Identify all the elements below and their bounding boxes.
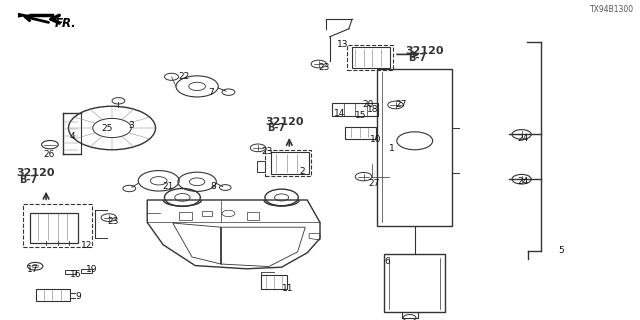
Text: 25: 25 xyxy=(101,124,113,133)
Bar xyxy=(271,152,309,174)
Text: 32120: 32120 xyxy=(406,46,444,56)
Text: 10: 10 xyxy=(370,135,381,144)
Text: 12: 12 xyxy=(81,241,93,250)
Text: 16: 16 xyxy=(70,270,82,279)
Bar xyxy=(65,269,76,275)
Bar xyxy=(257,161,265,172)
Bar xyxy=(261,275,287,289)
Bar xyxy=(332,103,378,116)
Bar xyxy=(385,254,445,312)
Text: 11: 11 xyxy=(282,284,293,293)
Text: 20: 20 xyxy=(362,100,374,109)
Text: B-7: B-7 xyxy=(268,123,285,133)
Text: 24: 24 xyxy=(517,134,529,143)
Bar xyxy=(179,212,192,220)
Bar xyxy=(247,212,259,220)
Text: 3: 3 xyxy=(128,121,134,130)
Text: 7: 7 xyxy=(208,88,214,97)
Text: 27: 27 xyxy=(396,100,407,109)
Text: 19: 19 xyxy=(86,265,98,274)
Text: B-7: B-7 xyxy=(408,52,426,63)
Text: 4: 4 xyxy=(69,132,75,141)
Text: 22: 22 xyxy=(178,72,189,81)
Bar xyxy=(23,204,92,247)
Text: 1: 1 xyxy=(388,144,394,153)
Text: 8: 8 xyxy=(210,182,216,191)
Text: TX94B1300: TX94B1300 xyxy=(589,5,634,14)
Text: 24: 24 xyxy=(517,177,529,186)
Text: FR.: FR. xyxy=(54,17,76,29)
Text: 27: 27 xyxy=(369,179,380,188)
Text: 23: 23 xyxy=(319,63,330,72)
Bar xyxy=(30,213,79,244)
Text: B-7: B-7 xyxy=(19,175,37,185)
Bar xyxy=(202,211,212,216)
Bar xyxy=(345,127,376,139)
Text: 5: 5 xyxy=(558,246,564,255)
Bar xyxy=(36,289,70,301)
Text: 9: 9 xyxy=(76,292,81,301)
Text: 17: 17 xyxy=(27,265,38,274)
Text: 21: 21 xyxy=(163,182,174,191)
Bar xyxy=(347,45,393,70)
Polygon shape xyxy=(18,13,31,18)
Text: 32120: 32120 xyxy=(17,168,55,179)
Text: 23: 23 xyxy=(261,147,273,156)
Text: 26: 26 xyxy=(44,150,55,159)
Bar xyxy=(265,150,311,176)
Text: 6: 6 xyxy=(384,257,390,266)
Bar xyxy=(81,269,92,273)
Text: 2: 2 xyxy=(300,167,305,176)
Text: 14: 14 xyxy=(334,109,346,118)
Bar xyxy=(352,47,390,68)
Text: 15: 15 xyxy=(355,111,366,120)
Text: 23: 23 xyxy=(108,217,119,226)
Text: 13: 13 xyxy=(337,40,349,49)
Bar xyxy=(377,69,452,226)
Text: 32120: 32120 xyxy=(265,116,303,127)
Text: 18: 18 xyxy=(367,105,379,114)
